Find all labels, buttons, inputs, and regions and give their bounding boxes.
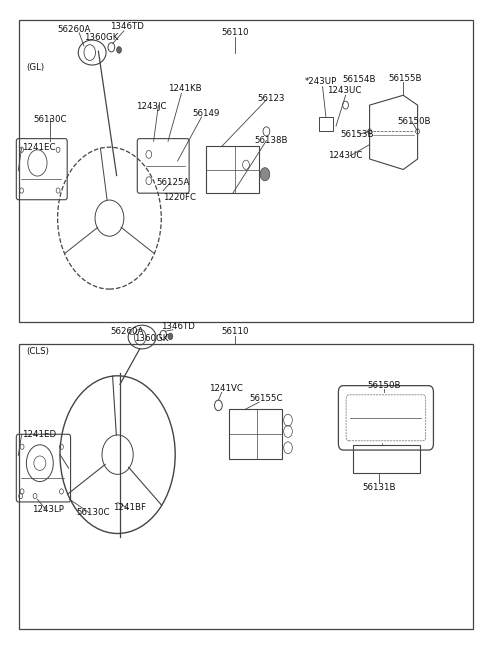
- Text: 1241VC: 1241VC: [209, 384, 242, 394]
- Text: 56131B: 56131B: [362, 483, 396, 492]
- Text: 1360GK: 1360GK: [84, 33, 118, 42]
- Text: 56138B: 56138B: [254, 136, 288, 145]
- Text: 1220FC: 1220FC: [164, 193, 196, 202]
- Text: 56155C: 56155C: [250, 394, 283, 403]
- Circle shape: [260, 168, 270, 181]
- Text: 1241EC: 1241EC: [22, 143, 55, 152]
- Text: 56260A: 56260A: [58, 25, 91, 34]
- Text: 56125A: 56125A: [156, 178, 190, 187]
- Text: 56155B: 56155B: [389, 74, 422, 83]
- Text: 1243JC: 1243JC: [136, 102, 167, 111]
- Bar: [229, 409, 282, 459]
- Text: (GL): (GL): [26, 62, 45, 72]
- Text: 1243UC: 1243UC: [327, 86, 362, 95]
- Bar: [19, 344, 473, 629]
- Text: 56150B: 56150B: [367, 381, 401, 390]
- Text: 56150B: 56150B: [397, 117, 431, 126]
- Bar: [353, 445, 420, 473]
- Text: 1360GK: 1360GK: [134, 334, 168, 343]
- Bar: [206, 146, 259, 193]
- Bar: [19, 20, 473, 322]
- Circle shape: [117, 47, 121, 53]
- Text: 1241BF: 1241BF: [113, 503, 146, 512]
- Text: (CLS): (CLS): [26, 347, 49, 356]
- Text: 1346TD: 1346TD: [110, 22, 144, 31]
- Text: 1243LP: 1243LP: [32, 505, 64, 514]
- Text: 56154B: 56154B: [342, 75, 376, 84]
- Text: 56110: 56110: [221, 327, 249, 336]
- Text: 56123: 56123: [257, 94, 285, 103]
- Text: 1243UC: 1243UC: [328, 151, 363, 160]
- Text: 56149: 56149: [192, 108, 220, 118]
- Text: 56260A: 56260A: [110, 327, 144, 336]
- Circle shape: [168, 333, 173, 340]
- Text: 56110: 56110: [221, 28, 249, 37]
- Text: *243UP: *243UP: [304, 77, 337, 86]
- Text: 1346TD: 1346TD: [161, 322, 194, 331]
- Text: 56130C: 56130C: [34, 115, 67, 124]
- Text: 1241ED: 1241ED: [22, 430, 56, 440]
- Text: 1241KB: 1241KB: [168, 84, 202, 93]
- Text: 56153B: 56153B: [341, 129, 374, 139]
- Bar: [319, 117, 333, 131]
- Text: 56130C: 56130C: [77, 508, 110, 517]
